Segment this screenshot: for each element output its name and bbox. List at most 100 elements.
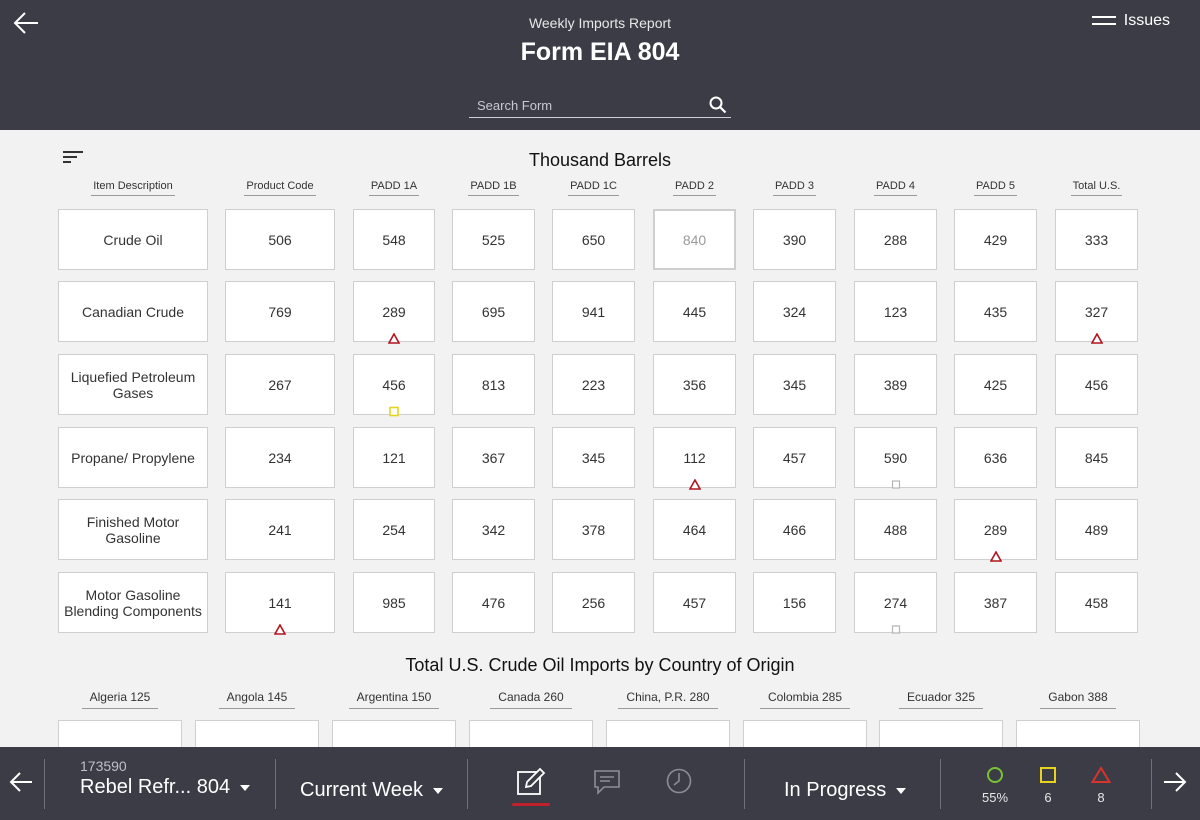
comment-icon[interactable] xyxy=(592,767,622,797)
value-cell-padd-1a[interactable]: 985 xyxy=(353,572,435,633)
value-cell-padd-1c[interactable]: 650 xyxy=(552,209,635,270)
form-selector[interactable]: Rebel Refr... 804 xyxy=(80,776,251,799)
status-dropdown[interactable]: In Progress xyxy=(784,779,907,802)
value-cell-padd-1a[interactable]: 456 xyxy=(353,354,435,415)
neutral-square-icon[interactable] xyxy=(890,479,902,490)
value-cell-padd-1b[interactable]: 476 xyxy=(452,572,535,633)
country-value-cell[interactable] xyxy=(332,720,456,750)
country-label: Argentina 150 xyxy=(348,690,440,709)
page-title: Form EIA 804 xyxy=(520,38,680,66)
edit-icon[interactable] xyxy=(516,767,546,797)
value-cell-padd-2[interactable]: 356 xyxy=(653,354,736,415)
active-tool-indicator xyxy=(512,803,550,806)
error-triangle-icon[interactable] xyxy=(688,479,701,490)
value-cell-padd-4[interactable]: 488 xyxy=(854,499,937,560)
neutral-square-icon[interactable] xyxy=(890,624,902,635)
error-triangle-icon[interactable] xyxy=(989,551,1002,562)
country-value-cell[interactable] xyxy=(195,720,319,750)
search-icon[interactable] xyxy=(709,96,727,114)
value-cell-padd-3[interactable]: 156 xyxy=(753,572,836,633)
value-cell-padd-2[interactable]: 112 xyxy=(653,427,736,488)
value-cell-padd-1a[interactable]: 254 xyxy=(353,499,435,560)
value-cell-padd-3[interactable]: 345 xyxy=(753,354,836,415)
value-cell-product-code[interactable]: 769 xyxy=(225,281,335,342)
column-header-label: PADD 1B xyxy=(468,180,519,196)
value-cell-total-us[interactable]: 333 xyxy=(1055,209,1138,270)
value-cell-padd-2[interactable]: 464 xyxy=(653,499,736,560)
warning-square-icon[interactable] xyxy=(388,406,400,417)
country-value-cell[interactable] xyxy=(743,720,867,750)
table-title: Thousand Barrels xyxy=(528,150,672,170)
value-cell-padd-4[interactable]: 123 xyxy=(854,281,937,342)
country-header: Gabon 388 xyxy=(1016,690,1140,709)
value-cell-padd-5[interactable]: 425 xyxy=(954,354,1037,415)
country-value-cell[interactable] xyxy=(469,720,593,750)
value-cell-padd-1b[interactable]: 525 xyxy=(452,209,535,270)
value-cell-padd-1c[interactable]: 256 xyxy=(552,572,635,633)
value-cell-padd-2[interactable]: 840 xyxy=(653,209,736,270)
value-cell-padd-1b[interactable]: 695 xyxy=(452,281,535,342)
column-header-padd-3: PADD 3 xyxy=(743,180,846,196)
period-dropdown[interactable]: Current Week xyxy=(300,779,444,802)
error-triangle-icon[interactable] xyxy=(388,333,400,344)
value-cell-padd-4[interactable]: 288 xyxy=(854,209,937,270)
country-value-cell[interactable] xyxy=(1016,720,1140,750)
value-cell-padd-1a[interactable]: 121 xyxy=(353,427,435,488)
value-cell-padd-2[interactable]: 445 xyxy=(653,281,736,342)
value-cell-padd-4[interactable]: 389 xyxy=(854,354,937,415)
value-cell-padd-1b[interactable]: 813 xyxy=(452,354,535,415)
value-cell-padd-1c[interactable]: 345 xyxy=(552,427,635,488)
form-body: Thousand Barrels Item Description Product… xyxy=(0,130,1200,750)
back-arrow-icon[interactable] xyxy=(12,9,40,37)
country-value-cell[interactable] xyxy=(58,720,182,750)
error-triangle-icon[interactable] xyxy=(1090,333,1103,344)
value-cell-padd-1c[interactable]: 941 xyxy=(552,281,635,342)
value-cell-product-code[interactable]: 234 xyxy=(225,427,335,488)
error-stat[interactable]: 8 xyxy=(1081,766,1121,805)
history-icon[interactable] xyxy=(664,767,694,797)
value-cell-padd-5[interactable]: 435 xyxy=(954,281,1037,342)
value-cell-product-code[interactable]: 241 xyxy=(225,499,335,560)
value-cell-padd-3[interactable]: 390 xyxy=(753,209,836,270)
value-cell-padd-5[interactable]: 636 xyxy=(954,427,1037,488)
value-cell-product-code[interactable]: 506 xyxy=(225,209,335,270)
search-input[interactable] xyxy=(475,94,699,116)
value-cell-padd-4[interactable]: 274 xyxy=(854,572,937,633)
sort-icon[interactable] xyxy=(63,149,85,165)
country-value-cell[interactable] xyxy=(606,720,730,750)
row-description: Motor Gasoline Blending Components xyxy=(58,572,208,633)
country-label: Canada 260 xyxy=(490,690,572,709)
value-cell-total-us[interactable]: 489 xyxy=(1055,499,1138,560)
value-cell-padd-1b[interactable]: 367 xyxy=(452,427,535,488)
value-cell-product-code[interactable]: 141 xyxy=(225,572,335,633)
value-cell-padd-3[interactable]: 457 xyxy=(753,427,836,488)
value-cell-padd-1c[interactable]: 378 xyxy=(552,499,635,560)
value-cell-padd-5[interactable]: 429 xyxy=(954,209,1037,270)
value-cell-total-us[interactable]: 845 xyxy=(1055,427,1138,488)
value-cell-total-us[interactable]: 458 xyxy=(1055,572,1138,633)
chevron-down-icon xyxy=(240,784,251,791)
value-cell-padd-2[interactable]: 457 xyxy=(653,572,736,633)
error-triangle-icon[interactable] xyxy=(274,624,286,635)
issues-button[interactable]: Issues xyxy=(1091,12,1170,30)
value-cell-padd-3[interactable]: 324 xyxy=(753,281,836,342)
value-cell-padd-1a[interactable]: 289 xyxy=(353,281,435,342)
previous-arrow-icon[interactable] xyxy=(8,769,34,795)
complete-stat[interactable]: 55% xyxy=(975,766,1015,805)
value-cell-padd-5[interactable]: 387 xyxy=(954,572,1037,633)
value-cell-product-code[interactable]: 267 xyxy=(225,354,335,415)
value-cell-padd-1b[interactable]: 342 xyxy=(452,499,535,560)
country-value-cell[interactable] xyxy=(879,720,1003,750)
value-cell-padd-1a[interactable]: 548 xyxy=(353,209,435,270)
value-cell-padd-3[interactable]: 466 xyxy=(753,499,836,560)
column-header-padd-1a: PADD 1A xyxy=(343,180,445,196)
column-header-label: PADD 2 xyxy=(673,180,716,196)
warning-stat[interactable]: 6 xyxy=(1028,766,1068,805)
value-cell-total-us[interactable]: 456 xyxy=(1055,354,1138,415)
next-arrow-icon[interactable] xyxy=(1162,769,1188,795)
value-cell-padd-1c[interactable]: 223 xyxy=(552,354,635,415)
divider xyxy=(44,759,45,809)
column-header-label: Item Description xyxy=(91,180,175,196)
column-header-label: PADD 1C xyxy=(568,180,619,196)
row-description: Canadian Crude xyxy=(58,281,208,342)
